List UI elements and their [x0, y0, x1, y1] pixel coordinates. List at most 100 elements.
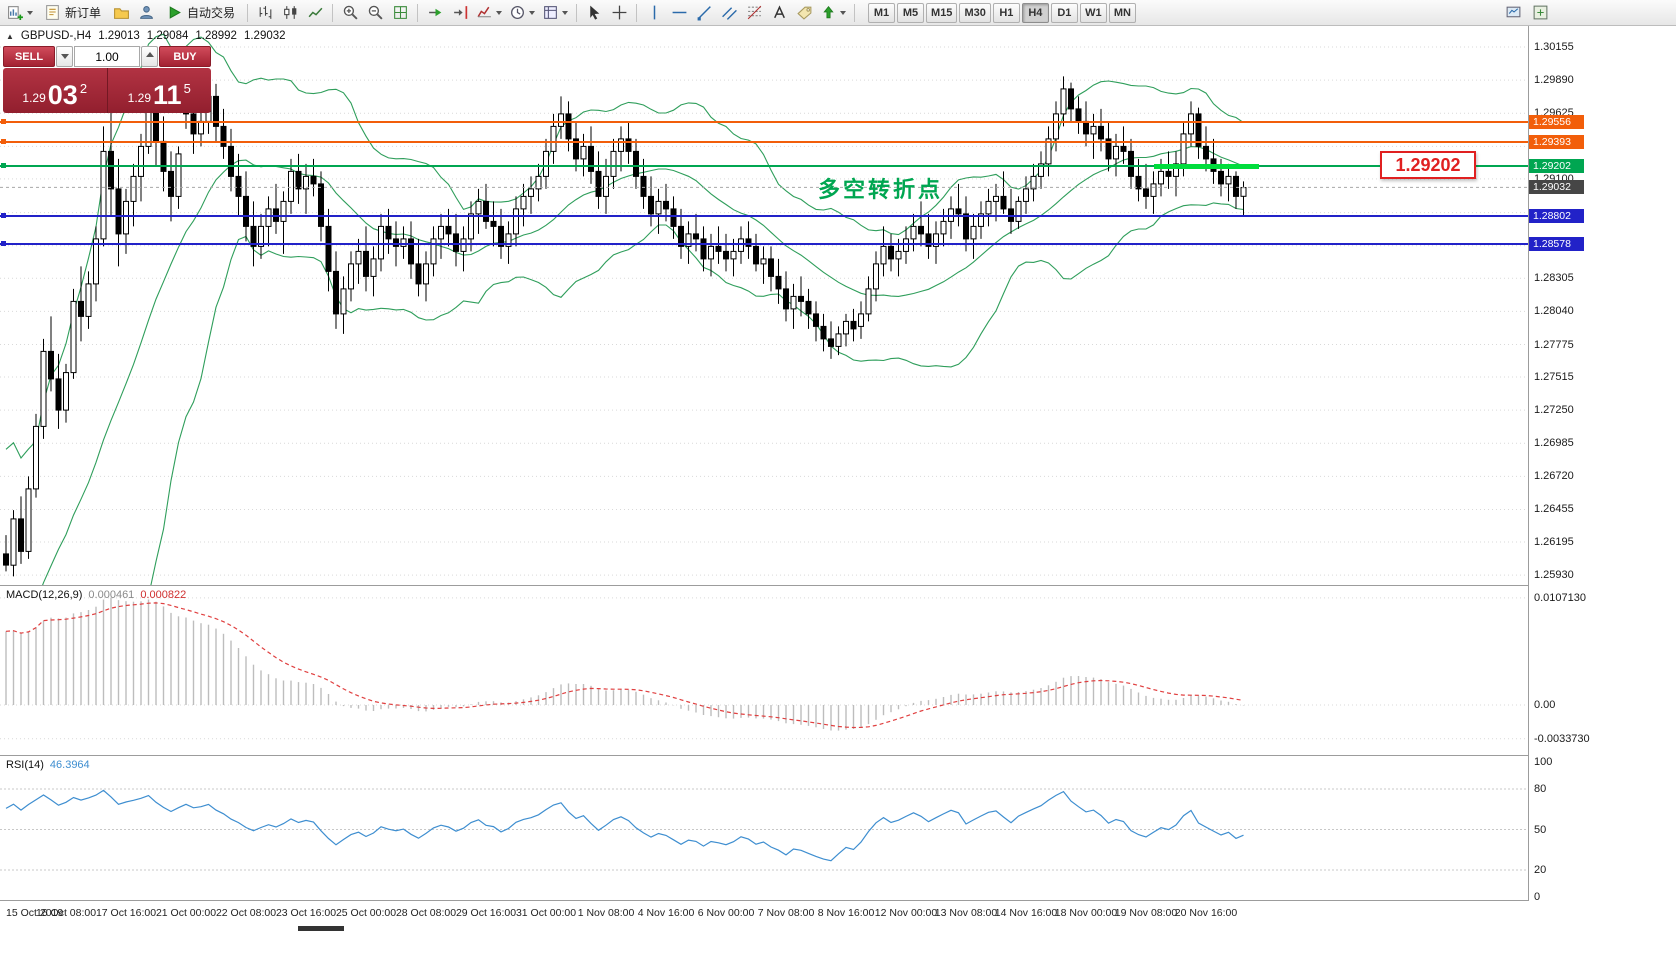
fibonacci-button[interactable]: [742, 2, 766, 24]
time-axis-label: 29 Oct 16:00: [455, 907, 517, 919]
time-axis-label: 21 Oct 00:00: [155, 907, 217, 919]
grid-button[interactable]: [388, 2, 412, 24]
arrows-button[interactable]: [817, 2, 849, 24]
price-callout-box[interactable]: 1.29202: [1380, 151, 1476, 179]
timeframe-button-m1[interactable]: M1: [868, 2, 896, 23]
add-window-button[interactable]: [1528, 2, 1552, 24]
price-line-badge: 1.29556: [1529, 115, 1584, 129]
line-anchor-handle[interactable]: [1, 213, 6, 218]
toolbar-separator: [854, 3, 856, 22]
thick-trendline-segment[interactable]: [1154, 164, 1259, 169]
chart-marker-icon[interactable]: ▲: [6, 32, 14, 41]
time-axis-label: 1 Nov 08:00: [577, 907, 635, 919]
horizontal-line-icon: [672, 11, 686, 14]
chart-candles-button[interactable]: [278, 2, 302, 24]
mini-chart-button[interactable]: [1501, 2, 1525, 24]
rsi-axis-label: 50: [1534, 824, 1547, 836]
timeframe-button-mn[interactable]: MN: [1108, 2, 1136, 23]
line-anchor-handle[interactable]: [1, 139, 6, 144]
macd-panel-separator[interactable]: [0, 585, 1676, 586]
channel-button[interactable]: [717, 2, 741, 24]
autotrade-label: 自动交易: [187, 6, 236, 20]
chart-bars-icon: [259, 6, 271, 19]
time-axis-label: 4 Nov 16:00: [637, 907, 695, 919]
horizontal-line-object[interactable]: [0, 213, 1528, 218]
time-axis[interactable]: 15 Oct 2019 16 Oct 08:00 17 Oct 16:00 21 Oc…: [0, 901, 1676, 953]
sell-button[interactable]: SELL: [3, 46, 55, 67]
vertical-line-button[interactable]: [642, 2, 666, 24]
auto-scroll-icon: [428, 8, 441, 17]
timeframe-button-h4[interactable]: H4: [1021, 2, 1049, 23]
zoom-out-icon: [368, 5, 383, 20]
zoom-in-button[interactable]: [338, 2, 362, 24]
cursor-button[interactable]: [582, 2, 606, 24]
sell-price-fraction: 2: [79, 81, 88, 96]
new-order-icon: [46, 5, 59, 20]
chart-candles-icon: [283, 6, 296, 19]
horizontal-scrollbar-thumb[interactable]: [298, 926, 344, 931]
toolbar-separator: [332, 3, 334, 22]
crosshair-button[interactable]: [607, 2, 631, 24]
macd-label: MACD(12,26,9) 0.000461 0.000822: [6, 589, 186, 601]
zoom-out-button[interactable]: [363, 2, 387, 24]
chart-line-button[interactable]: [303, 2, 327, 24]
buy-button[interactable]: BUY: [159, 46, 211, 67]
horizontal-line-object[interactable]: [0, 119, 1528, 124]
rsi-panel-canvas[interactable]: [0, 755, 1528, 900]
price-axis-label: 1.26985: [1534, 437, 1574, 449]
annotation-text[interactable]: 多空转折点: [818, 177, 944, 202]
timeframe-button-h1[interactable]: H1: [992, 2, 1020, 23]
timeframe-button-m5[interactable]: M5: [897, 2, 925, 23]
sell-price-box[interactable]: 1.29 03 2: [3, 68, 108, 113]
auto-scroll-button[interactable]: [423, 2, 447, 24]
indicators-button[interactable]: [473, 2, 505, 24]
templates-button[interactable]: [539, 2, 571, 24]
macd-panel-canvas[interactable]: [0, 585, 1528, 755]
buy-price-box[interactable]: 1.29 11 5: [107, 68, 211, 113]
profiles-button[interactable]: [109, 2, 133, 24]
trendline-icon: [697, 6, 711, 21]
macd-axis-label: -0.0033730: [1534, 733, 1590, 745]
volume-decrease-button[interactable]: [56, 46, 73, 67]
line-anchor-handle[interactable]: [1, 119, 6, 124]
price-axis-label: 1.28305: [1534, 272, 1574, 284]
horizontal-line-button[interactable]: [667, 2, 691, 24]
new-order-label: 新订单: [65, 6, 102, 20]
text-label-button[interactable]: [792, 2, 816, 24]
price-line-badge: 1.28578: [1529, 237, 1584, 251]
time-axis-label: 23 Oct 16:00: [275, 907, 337, 919]
trendline-button[interactable]: [692, 2, 716, 24]
new-chart-button[interactable]: [4, 2, 36, 24]
horizontal-line-object[interactable]: [0, 241, 1528, 246]
experts-button[interactable]: [134, 2, 158, 24]
autotrade-button[interactable]: 自动交易: [159, 2, 242, 24]
horizontal-line-object[interactable]: [0, 139, 1528, 144]
volume-increase-button[interactable]: [141, 46, 158, 67]
rsi-axis-label: 80: [1534, 783, 1547, 795]
horizontal-line-object[interactable]: [0, 163, 1528, 168]
macd-axis-label: 0.0107130: [1534, 592, 1586, 604]
line-anchor-handle[interactable]: [1, 241, 6, 246]
time-axis-label: 15 Oct 2019: [6, 907, 64, 919]
ohlc-open: 1.29013: [98, 30, 140, 42]
price-axis[interactable]: 1.30155 1.29890 1.29625 1.29100 1.28305 1.280…: [1529, 26, 1676, 903]
timeframe-button-m15[interactable]: M15: [926, 2, 958, 23]
timeframe-button-w1[interactable]: W1: [1079, 2, 1107, 23]
main-chart-canvas[interactable]: [0, 26, 1528, 585]
time-axis-label: 13 Nov 08:00: [934, 907, 998, 919]
new-order-button[interactable]: 新订单: [37, 2, 108, 24]
chart-shift-button[interactable]: [448, 2, 472, 24]
time-axis-label: 22 Oct 08:00: [215, 907, 277, 919]
price-line-badge: 1.29393: [1529, 135, 1584, 149]
rsi-panel-separator[interactable]: [0, 755, 1676, 756]
volume-input[interactable]: [74, 46, 140, 67]
chart-bars-button[interactable]: [253, 2, 277, 24]
line-anchor-handle[interactable]: [1, 163, 6, 168]
toolbar-right-group: [1501, 2, 1552, 24]
timeframe-button-m30[interactable]: M30: [959, 2, 991, 23]
periods-button[interactable]: [506, 2, 538, 24]
timeframe-button-d1[interactable]: D1: [1050, 2, 1078, 23]
text-button[interactable]: [767, 2, 791, 24]
